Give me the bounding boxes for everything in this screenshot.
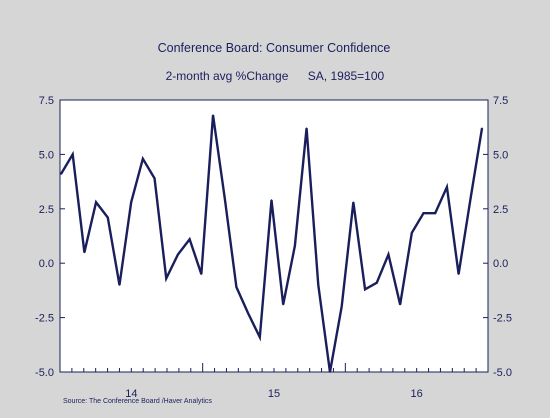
data-point	[247, 312, 249, 315]
data-point	[165, 277, 168, 280]
data-point	[481, 127, 483, 130]
data-point	[434, 212, 437, 214]
data-point	[130, 201, 132, 204]
data-point	[446, 186, 448, 188]
y-tick-label-right: 0.0	[493, 258, 508, 270]
data-point	[118, 284, 121, 286]
data-point	[457, 273, 460, 275]
plot-area	[59, 99, 489, 373]
data-point	[329, 371, 331, 373]
x-tick-label: 14	[125, 388, 137, 400]
data-point	[60, 173, 62, 175]
data-point	[352, 201, 355, 204]
chart-title: Conference Board: Consumer Confidence	[158, 41, 391, 55]
y-tick-label-left: -5.0	[35, 367, 54, 379]
y-tick-label-right: -2.5	[493, 313, 512, 325]
data-point	[142, 157, 144, 160]
data-point	[317, 284, 320, 286]
data-point	[469, 199, 472, 201]
data-point	[106, 216, 109, 219]
y-tick-label-right: 7.5	[493, 95, 508, 107]
data-point	[411, 231, 413, 234]
x-tick-label: 16	[411, 388, 423, 400]
chart-subtitle-right: SA, 1985=100	[308, 69, 385, 83]
y-tick-label-left: 0.0	[39, 258, 54, 270]
chart-subtitle-left: 2-month avg %Change	[166, 69, 289, 83]
data-point	[188, 238, 191, 241]
data-point	[282, 303, 284, 306]
data-point	[223, 197, 226, 199]
data-point	[71, 153, 74, 156]
y-tick-label-left: 7.5	[39, 95, 54, 107]
data-point	[83, 251, 86, 254]
data-point	[212, 114, 214, 117]
y-tick-label-left: 5.0	[39, 149, 54, 161]
data-point	[375, 281, 378, 284]
data-point	[387, 253, 390, 256]
data-point	[177, 253, 179, 256]
data-point	[200, 273, 203, 275]
data-point	[364, 288, 366, 291]
data-point	[270, 199, 273, 201]
y-tick-label-right: 5.0	[493, 149, 508, 161]
data-point	[305, 127, 308, 130]
data-point	[422, 212, 425, 214]
source-note: Source: The Conference Board /Haver Anal…	[63, 398, 212, 405]
data-point	[153, 177, 156, 180]
y-tick-label-left: 2.5	[39, 204, 54, 216]
data-point	[399, 303, 401, 306]
series-layer	[59, 114, 484, 373]
y-tick-label-right: 2.5	[493, 204, 508, 216]
data-point	[235, 286, 238, 288]
data-point	[294, 244, 296, 247]
axis-layer: 7.5 7.5 5.0 5.0 2.5 2.5 0.0 0.0 -2.5 -2.5 -5.0 -5.0…	[35, 95, 512, 400]
y-tick-label-right: -5.0	[493, 367, 512, 379]
y-tick-label-left: -2.5	[35, 313, 54, 325]
data-point	[95, 201, 97, 204]
x-tick-label: 15	[268, 388, 280, 400]
data-point	[259, 336, 261, 338]
data-point	[340, 305, 343, 308]
